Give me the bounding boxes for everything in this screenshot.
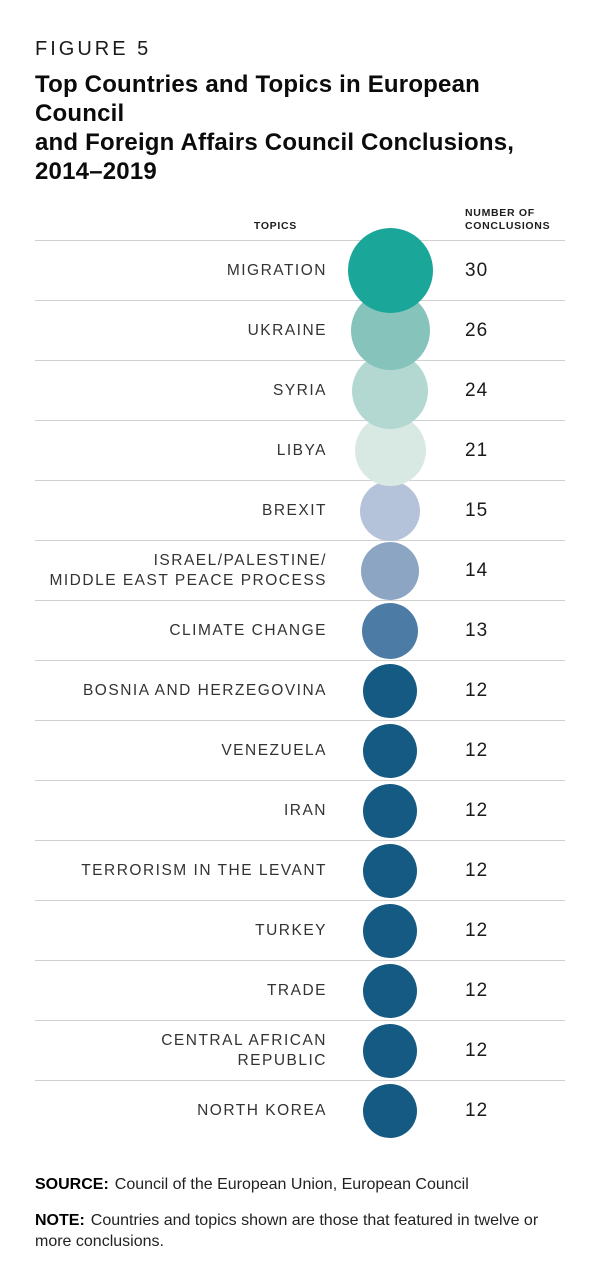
- topic-label: CLIMATE CHANGE: [169, 621, 327, 639]
- topic-row: CLIMATE CHANGE 13: [35, 601, 565, 661]
- topic-row: BOSNIA AND HERZEGOVINA 12: [35, 661, 565, 721]
- bubble: [363, 1023, 417, 1078]
- topic-label: TERRORISM IN THE LEVANT: [81, 861, 327, 879]
- topic-row: LIBYA 21: [35, 415, 565, 486]
- chart-rows: MIGRATION 30 UKRAINE 26 SYRIA 24 LIBYA 2…: [35, 228, 565, 1141]
- bubble: [363, 843, 417, 898]
- topic-label: VENEZUELA: [221, 741, 327, 759]
- bubble-cell: [327, 1084, 453, 1138]
- bubble-cell: [327, 228, 453, 313]
- bubble-cell: [327, 663, 453, 718]
- topic-row: NORTH KOREA 12: [35, 1081, 565, 1141]
- conclusions-count: 12: [465, 979, 489, 1001]
- bubble-cell: [327, 480, 453, 541]
- figure-footer: SOURCE: Council of the European Union, Eu…: [35, 1174, 565, 1252]
- topic-label: ISRAEL/PALESTINE/ MIDDLE EAST PEACE PROC…: [49, 551, 327, 589]
- topic-row: BREXIT 15: [35, 480, 565, 541]
- conclusions-count: 26: [465, 319, 489, 341]
- topic-row: TURKEY 12: [35, 901, 565, 961]
- topic-row: SYRIA 24: [35, 352, 565, 429]
- source-label: SOURCE:: [35, 1176, 109, 1193]
- conclusions-count: 15: [465, 499, 489, 521]
- topic-row: ISRAEL/PALESTINE/ MIDDLE EAST PEACE PROC…: [35, 541, 565, 601]
- conclusions-count: 24: [465, 379, 489, 401]
- bubble: [363, 663, 417, 718]
- bubble-cell: [327, 903, 453, 958]
- conclusions-count: 12: [465, 679, 489, 701]
- topic-label: SYRIA: [272, 381, 327, 399]
- bubble-chart: TOPICS NUMBER OF CONCLUSIONS MIGRATION 3…: [35, 186, 565, 1141]
- topic-label: TRADE: [266, 981, 327, 999]
- topic-row: TERRORISM IN THE LEVANT 12: [35, 841, 565, 901]
- source-line: SOURCE: Council of the European Union, Eu…: [35, 1174, 565, 1195]
- bubble-cell: [327, 602, 453, 659]
- topic-label: BREXIT: [262, 501, 327, 519]
- bubble-cell: [327, 963, 453, 1018]
- topic-row: VENEZUELA 12: [35, 721, 565, 781]
- topic-row: IRAN 12: [35, 781, 565, 841]
- conclusions-count: 13: [465, 619, 489, 641]
- conclusions-count: 21: [465, 439, 489, 461]
- topic-label: IRAN: [283, 801, 327, 819]
- column-headers: TOPICS NUMBER OF CONCLUSIONS: [35, 186, 565, 240]
- conclusions-count: 12: [465, 1039, 489, 1061]
- topic-label: NORTH KOREA: [197, 1102, 327, 1119]
- bubble: [361, 541, 419, 600]
- topic-row: TRADE 12: [35, 961, 565, 1021]
- conclusions-count: 12: [465, 859, 489, 881]
- topic-row: MIGRATION 30: [35, 228, 565, 313]
- note-line: NOTE: Countries and topics shown are thos…: [35, 1210, 565, 1252]
- topics-column-header: TOPICS: [253, 220, 297, 232]
- bubble-cell: [327, 1023, 453, 1078]
- conclusions-count: 12: [465, 799, 489, 821]
- conclusions-count: 14: [465, 559, 489, 581]
- topic-row: CENTRAL AFRICAN REPUBLIC 12: [35, 1021, 565, 1081]
- bubble: [363, 783, 417, 838]
- topic-row: UKRAINE 26: [35, 291, 565, 370]
- topic-label: MIGRATION: [226, 261, 327, 279]
- topic-label: LIBYA: [276, 441, 327, 459]
- conclusions-count: 12: [465, 739, 489, 761]
- bubble-cell: [327, 723, 453, 778]
- bubble: [363, 1084, 417, 1138]
- note-label: NOTE:: [35, 1212, 85, 1229]
- source-text: Council of the European Union, European …: [114, 1176, 469, 1193]
- bubble: [347, 228, 433, 313]
- topic-label: CENTRAL AFRICAN REPUBLIC: [161, 1031, 327, 1069]
- topic-label: BOSNIA AND HERZEGOVINA: [82, 681, 327, 699]
- bubble: [363, 963, 417, 1018]
- figure-number: FIGURE 5: [35, 38, 152, 60]
- bubble: [362, 602, 418, 659]
- value-column-header: NUMBER OF CONCLUSIONS: [465, 207, 551, 232]
- bubble-cell: [327, 783, 453, 838]
- bubble: [360, 480, 420, 541]
- conclusions-count: 12: [465, 1100, 489, 1121]
- bubble: [363, 723, 417, 778]
- bubble-cell: [327, 541, 453, 600]
- conclusions-count: 30: [465, 259, 489, 281]
- bubble-cell: [327, 843, 453, 898]
- topic-label: TURKEY: [255, 921, 327, 939]
- bubble: [363, 903, 417, 958]
- conclusions-count: 12: [465, 919, 489, 941]
- figure-title: Top Countries and Topics in European Cou…: [35, 71, 515, 185]
- topic-label: UKRAINE: [247, 321, 327, 339]
- note-text: Countries and topics shown are those tha…: [35, 1212, 539, 1250]
